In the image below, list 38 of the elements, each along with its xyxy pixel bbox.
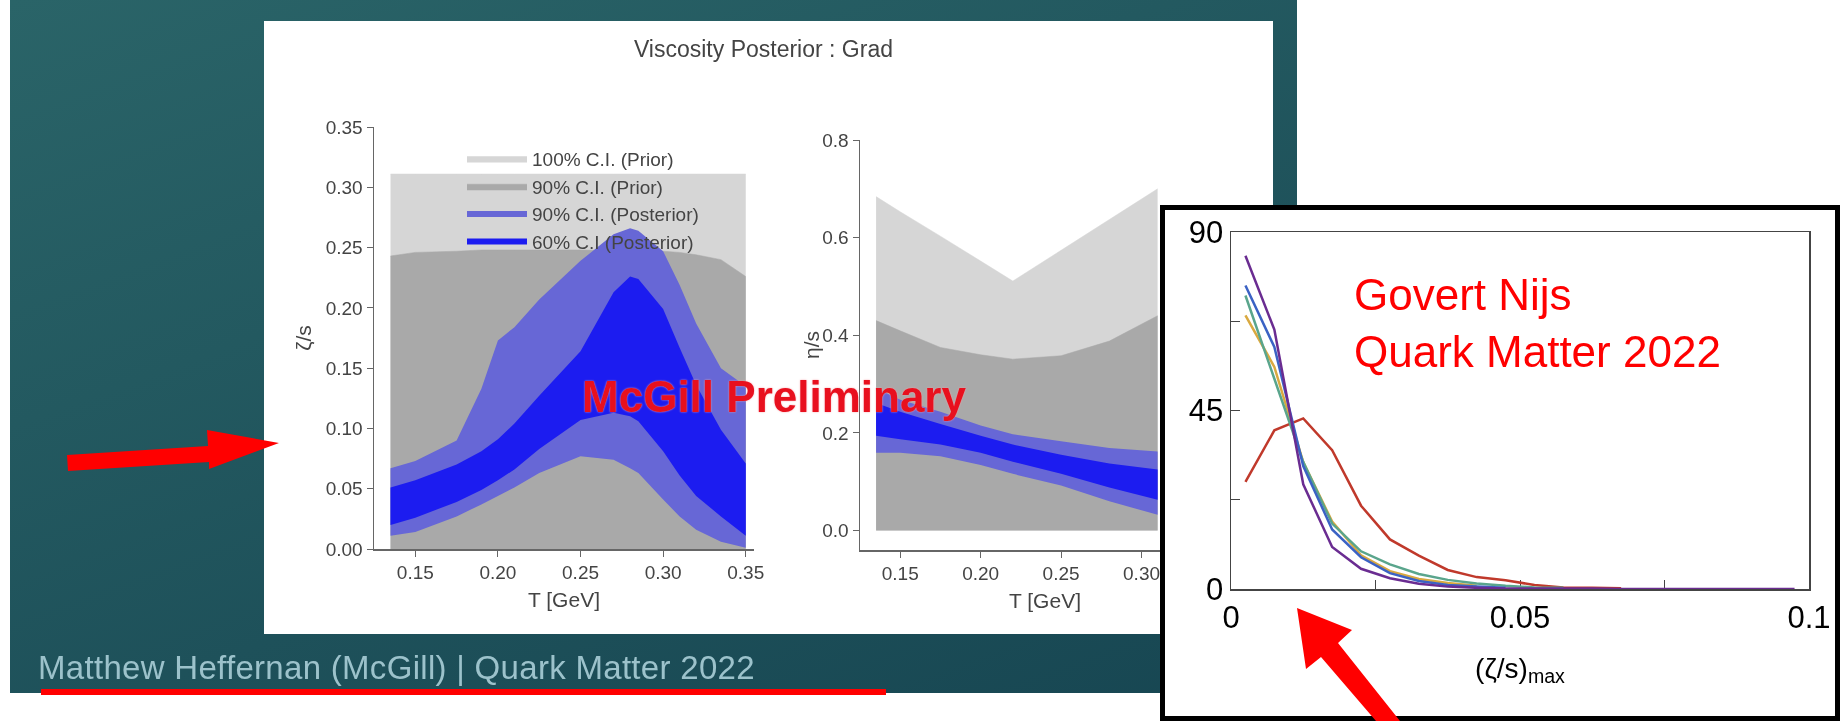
y-tick-label: 0.00 (325, 538, 363, 560)
y-tick-label: 0.0 (822, 520, 849, 542)
x-tick-label: 0.25 (1042, 563, 1080, 585)
x-tick-label: 0.25 (562, 562, 600, 584)
y-axis-title: η/s (800, 330, 823, 360)
x-tick-label: 0.20 (479, 562, 517, 584)
x-tick-label: 0.30 (1123, 563, 1161, 585)
legend-label: 90% C.I. (Posterior) (532, 204, 699, 226)
y-axis-title: ζ/s (292, 325, 316, 351)
legend-label: 100% C.I. (Prior) (532, 148, 674, 170)
y-tick-label: 0.8 (822, 129, 849, 151)
text: Matthew Heffernan (McGill) | Quark Matter 2022 (38, 649, 755, 687)
y-tick-label: 0.20 (325, 297, 363, 319)
y-tick-label: 0.2 (822, 422, 849, 444)
x-tick-label: 0.20 (962, 563, 1000, 585)
x-axis-title: (ζ/s)$_{max}$ (1475, 652, 1566, 688)
legend-label: 90% C.I. (Prior) (532, 176, 663, 198)
y-tick-label: 0.05 (325, 478, 363, 500)
x-tick-label: 0.30 (644, 562, 682, 584)
y-tick-label: 0.15 (325, 357, 363, 379)
y-tick-label: 0.30 (325, 176, 363, 198)
y-tick-label: 0.25 (325, 237, 363, 259)
x-axis-title: T [GeV] (1009, 589, 1081, 613)
y-tick-label: 0.6 (822, 227, 849, 249)
x-axis-title: T [GeV] (528, 588, 600, 612)
y-tick-label: 45 (1188, 393, 1224, 429)
x-tick-label: 0.15 (881, 563, 919, 585)
y-tick-label: 90 (1188, 214, 1224, 250)
x-tick-label: 0.35 (727, 562, 765, 584)
x-tick-label: 0.05 (1489, 599, 1551, 635)
chart-title: Viscosity Posterior : Grad (633, 35, 893, 62)
y-tick-label: 0.10 (325, 418, 363, 440)
x-tick-label: 0.1 (1787, 599, 1831, 635)
y-tick-label: 0.35 (325, 116, 363, 138)
line-series (1244, 254, 1796, 589)
annotation: Govert Nijs Quark Matter 2022 (1354, 270, 1721, 377)
y-tick-label: 0.4 (822, 324, 850, 346)
x-tick-label: 0.15 (396, 562, 434, 584)
